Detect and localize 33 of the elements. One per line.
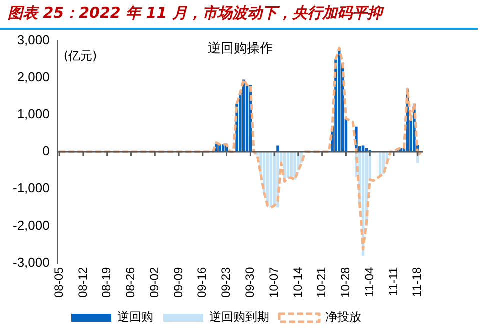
bar — [276, 146, 280, 152]
x-tick-label: 08-05 — [52, 266, 66, 298]
y-tick-label: 0 — [42, 144, 50, 159]
x-tick-label: 08-12 — [76, 266, 90, 298]
x-tick-label: 08-19 — [100, 266, 114, 298]
x-tick-label: 10-28 — [338, 266, 353, 298]
x-tick-label: 11-18 — [410, 266, 424, 298]
legend-label: 逆回购到期 — [210, 310, 270, 324]
x-tick-label: 10-07 — [266, 266, 281, 298]
y-tick-label: 1,000 — [17, 106, 50, 122]
x-tick-label: 09-30 — [242, 266, 257, 298]
y-tick-label: 2,000 — [17, 69, 50, 84]
x-tick-label: 11-04 — [362, 266, 376, 298]
y-tick-label: -1,000 — [12, 180, 50, 196]
x-tick-label: 09-23 — [219, 266, 234, 298]
y-tick-label: -3,000 — [12, 254, 50, 270]
y-tick-label: 3,000 — [17, 32, 50, 48]
x-tick-label: 09-02 — [147, 266, 162, 298]
x-tick-label: 10-21 — [314, 266, 329, 298]
x-tick-label: 08-26 — [124, 266, 138, 298]
x-tick-label: 09-09 — [171, 266, 186, 298]
x-tick-label: 09-16 — [195, 266, 210, 298]
bar — [273, 152, 276, 206]
bar — [338, 48, 341, 152]
y-tick-label: -2,000 — [12, 218, 50, 233]
bar — [294, 152, 296, 180]
chart-title: 图表 25：2022 年 11 月，市场波动下，央行加码平抑 — [0, 0, 478, 30]
legend-label: 净投放 — [326, 310, 362, 324]
y-axis-title: (亿元) — [64, 48, 98, 63]
x-tick-label: 10-14 — [290, 266, 305, 298]
x-tick-label: 11-11 — [386, 266, 400, 296]
legend-label: 逆回购 — [118, 310, 154, 324]
annotation: 逆回购操作 — [208, 42, 273, 57]
